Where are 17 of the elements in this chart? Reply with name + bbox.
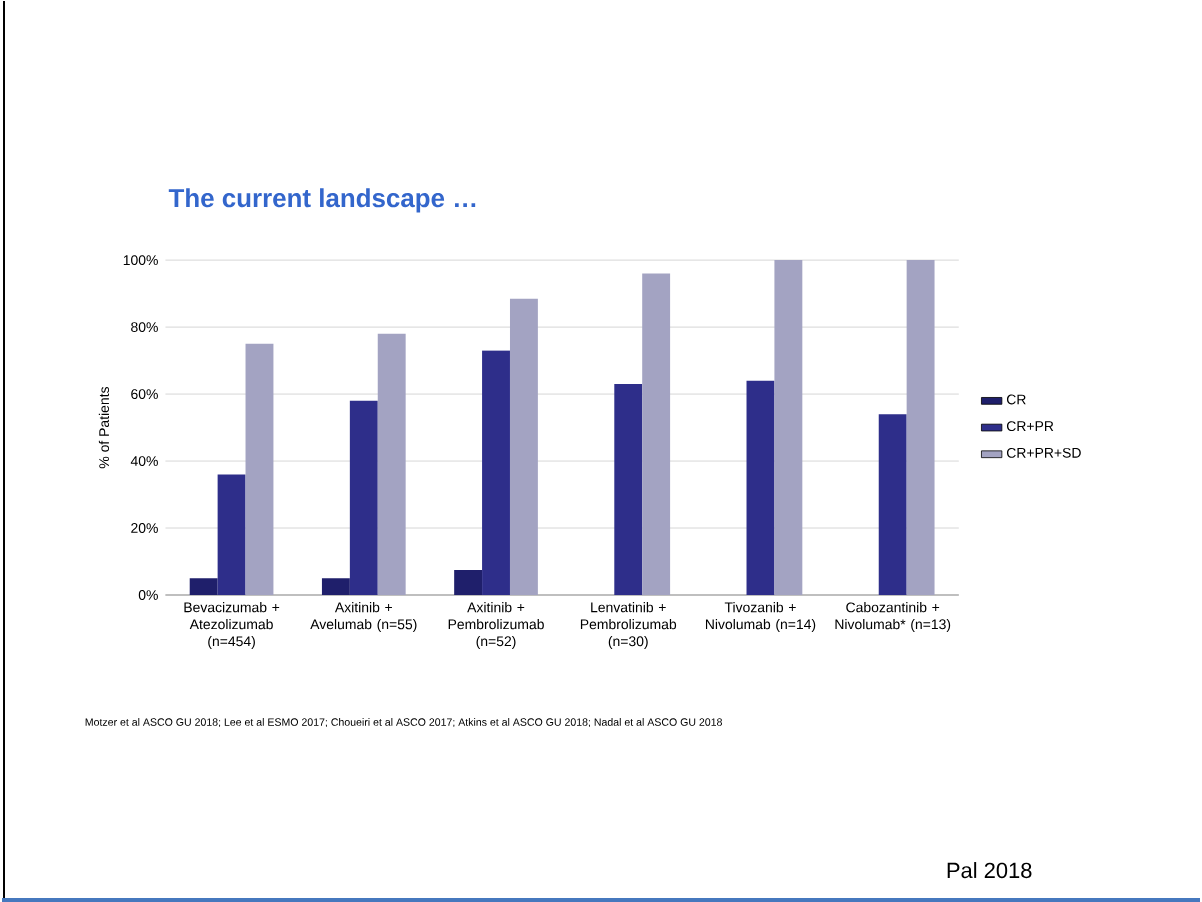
bar [746, 380, 775, 595]
bar [245, 343, 274, 595]
bar [509, 298, 538, 595]
bar [321, 577, 350, 595]
bar [482, 350, 510, 595]
bar [454, 569, 483, 595]
text: Pal 2018 [947, 861, 1032, 878]
bar [377, 333, 406, 595]
bar [189, 577, 218, 595]
bar [642, 273, 671, 595]
chart-title: The current landscape … [168, 187, 476, 212]
bar [614, 383, 643, 595]
bar [349, 400, 378, 595]
bar [217, 473, 246, 595]
bar [774, 259, 803, 595]
bar [878, 413, 907, 595]
bar [906, 259, 935, 595]
